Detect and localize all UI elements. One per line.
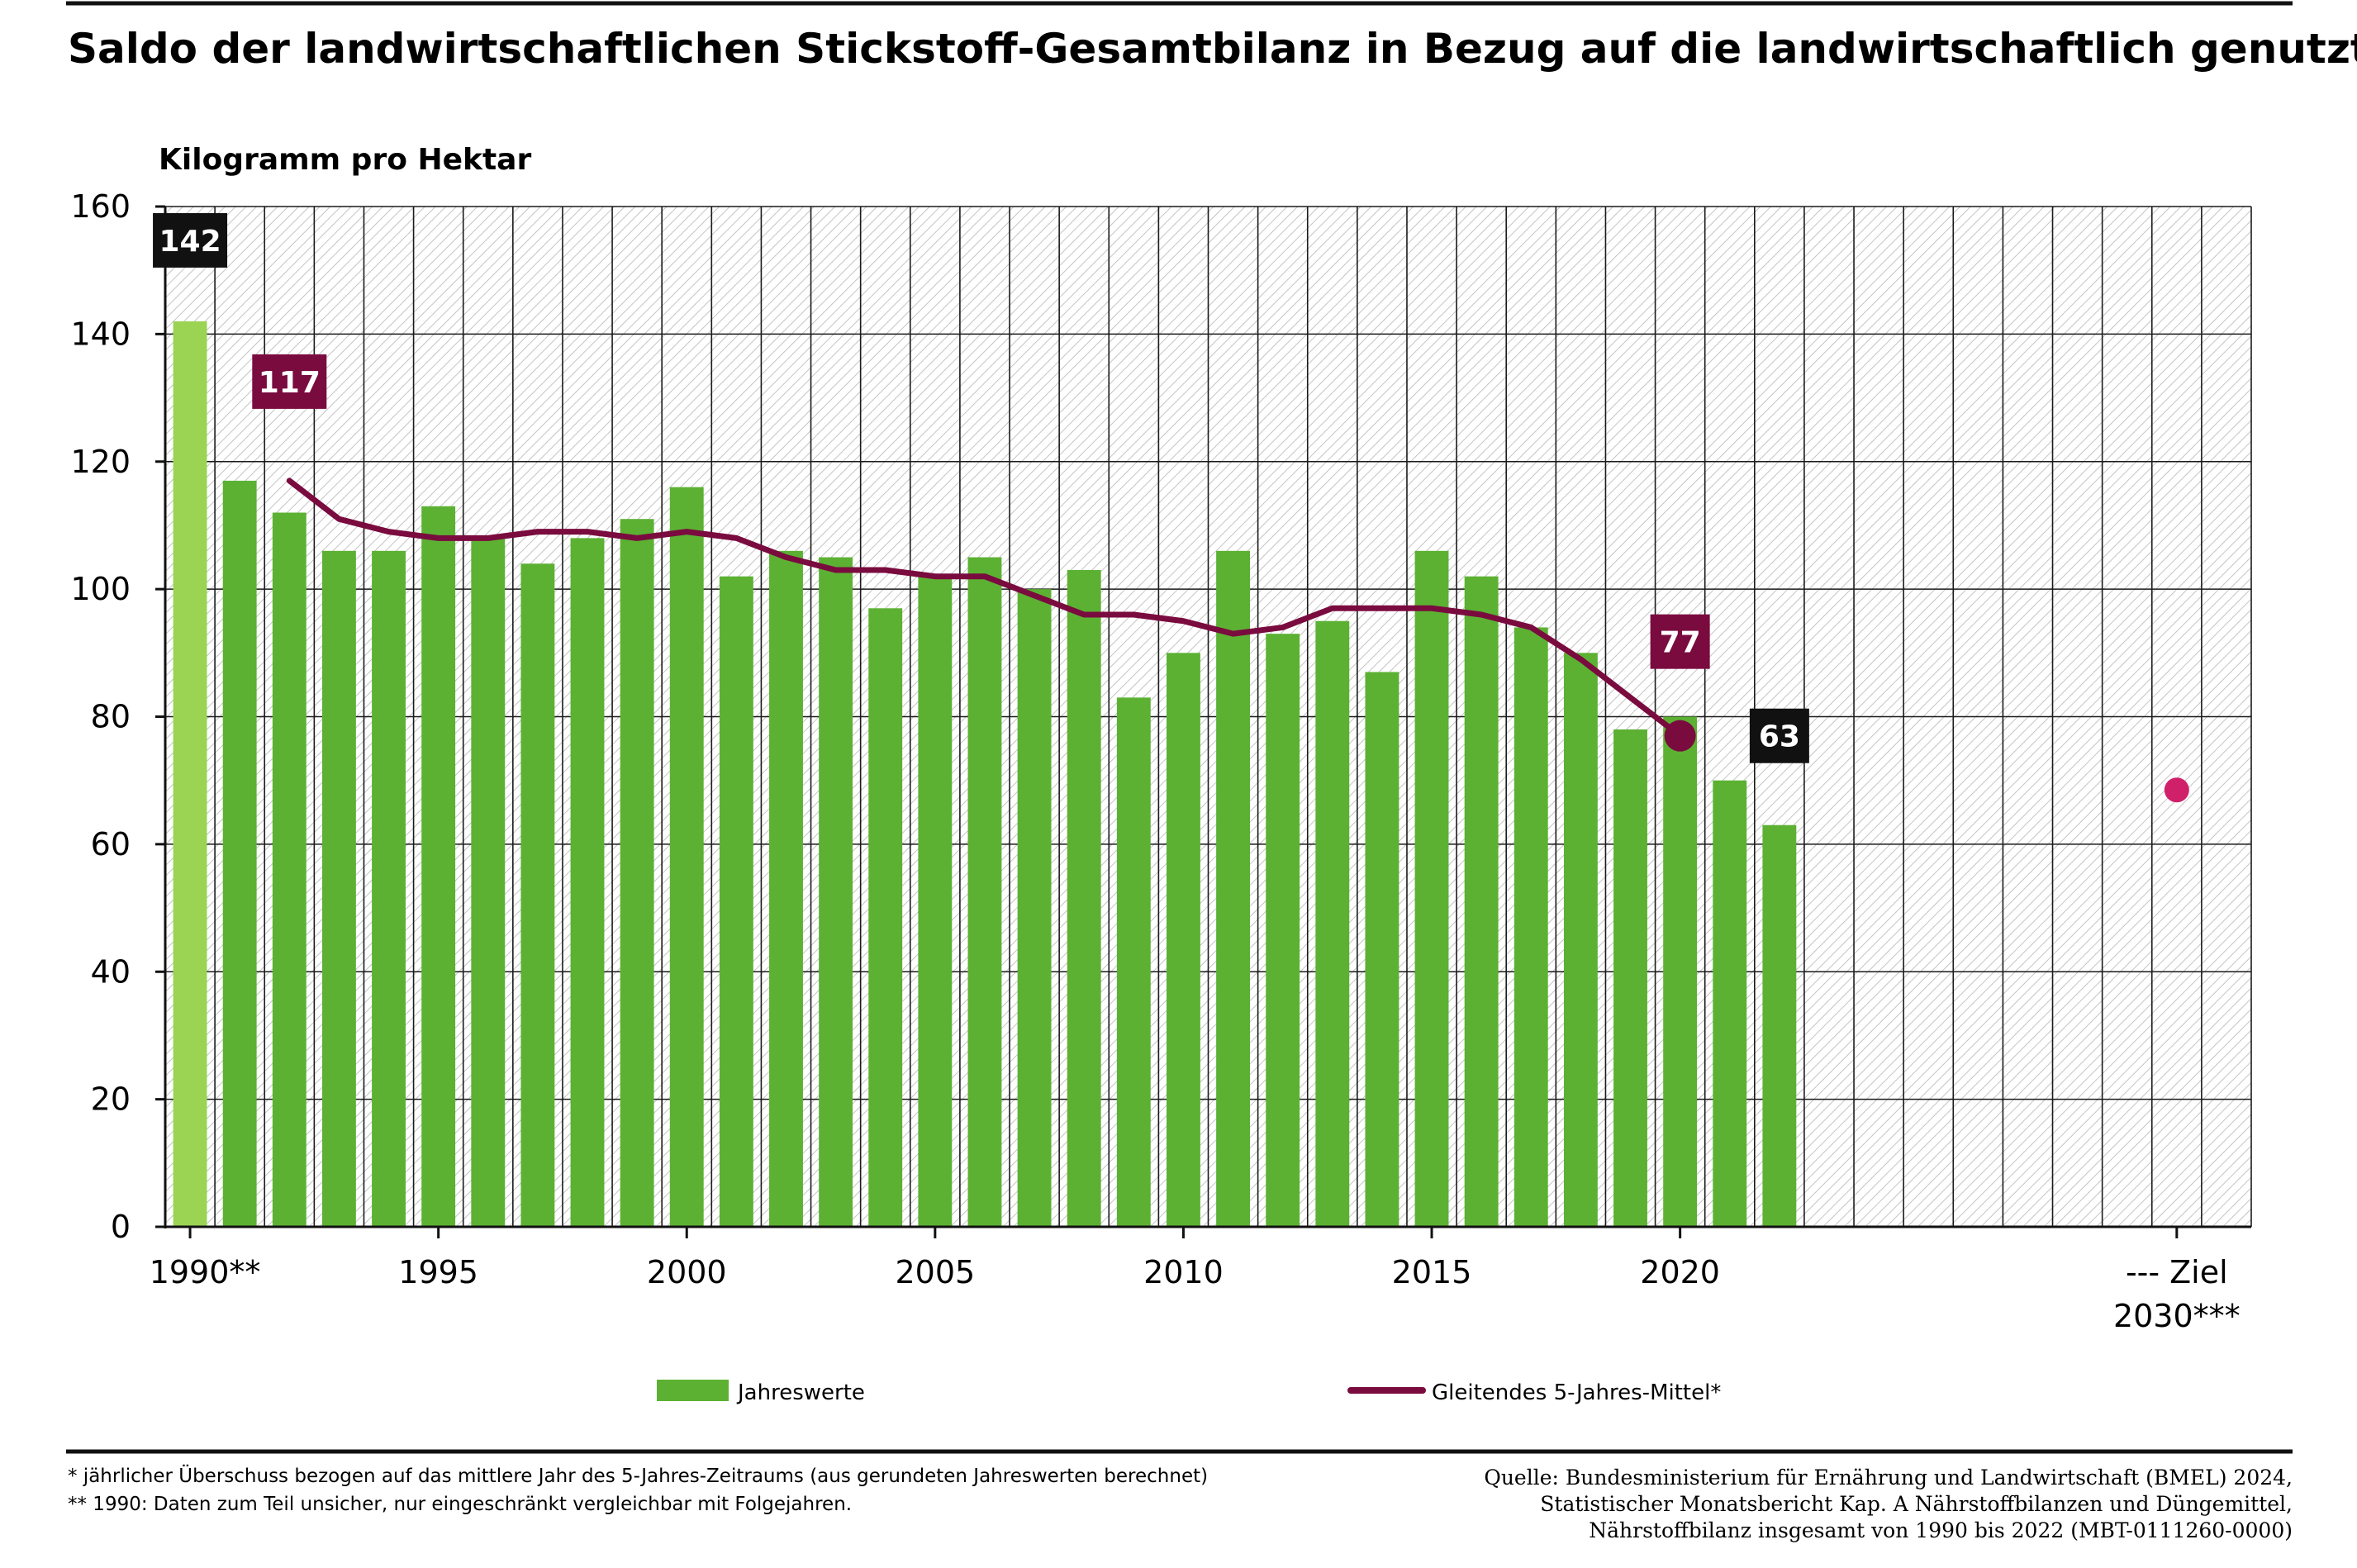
value-label-2022: 63 <box>1759 720 1800 754</box>
moving-average-end-point <box>1664 720 1696 752</box>
bar-2014 <box>1365 672 1399 1227</box>
bar-2012 <box>1266 634 1300 1227</box>
legend-label-moving-average: Gleitendes 5-Jahres-Mittel* <box>1432 1380 1721 1405</box>
bar-2010 <box>1167 653 1200 1227</box>
bar-2022 <box>1762 824 1797 1227</box>
source-line-2: Statistischer Monatsbericht Kap. A Nährs… <box>1540 1492 2293 1516</box>
bar-2017 <box>1514 627 1548 1227</box>
y-tick-label: 160 <box>70 188 131 225</box>
moving-average-line <box>286 478 2189 803</box>
x-tick-label-target-2: 2030*** <box>2113 1298 2241 1334</box>
bar-1993 <box>321 550 356 1227</box>
x-tick-label: 1995 <box>398 1254 478 1290</box>
bar-1991 <box>222 480 257 1227</box>
value-label-1990: 142 <box>159 225 221 259</box>
bar-2002 <box>769 550 803 1227</box>
bar-2018 <box>1563 653 1598 1227</box>
bar-1994 <box>372 550 406 1227</box>
y-tick-label: 80 <box>91 699 131 735</box>
value-label-box-2022 <box>1749 708 1809 763</box>
tick-labels: 0 20 40 60 80 100 120 140 160 1990** 1995 2000 2005 2… <box>70 188 2240 1334</box>
bar-2011 <box>1216 550 1250 1227</box>
target-2030-point <box>2164 777 2189 803</box>
legend-label-jahreswerte: Jahreswerte <box>736 1380 865 1405</box>
bar-2006 <box>967 557 1002 1227</box>
x-tick-label: 2000 <box>647 1254 727 1290</box>
x-tick-label: 2015 <box>1392 1254 1472 1290</box>
x-tick-label: 2020 <box>1640 1254 1720 1290</box>
x-tick-label: 1990** <box>150 1254 261 1290</box>
bar-2009 <box>1116 697 1151 1227</box>
y-tick-label: 140 <box>70 316 131 352</box>
bar-1996 <box>471 538 506 1227</box>
legend: Jahreswerte Gleitendes 5-Jahres-Mittel* <box>657 1380 1721 1405</box>
bar-2005 <box>918 576 953 1227</box>
y-tick-label: 100 <box>70 571 131 607</box>
x-tick-label: 2010 <box>1143 1254 1224 1290</box>
value-label-box-1992 <box>252 354 327 409</box>
x-tick-label-target-1: --- Ziel <box>2126 1254 2228 1290</box>
bar-2021 <box>1713 780 1747 1227</box>
value-label-1992: 117 <box>259 366 321 400</box>
bar-2019 <box>1613 729 1647 1227</box>
legend-bar-swatch <box>657 1380 729 1401</box>
bars <box>173 321 1797 1227</box>
source-line-1: Quelle: Bundesministerium für Ernährung … <box>1484 1466 2293 1490</box>
chart-title: Saldo der landwirtschaftlichen Stickstof… <box>68 25 2357 73</box>
moving-average-polyline <box>286 478 1684 739</box>
y-tick-label: 120 <box>70 444 131 480</box>
bar-2000 <box>669 487 704 1227</box>
value-label-box-1990 <box>153 212 228 268</box>
bar-2004 <box>868 608 903 1227</box>
value-label-2020: 77 <box>1660 626 1701 660</box>
footnote-2: ** 1990: Daten zum Teil unsicher, nur ei… <box>68 1494 852 1515</box>
bar-2003 <box>819 557 853 1227</box>
x-tick-label: 2005 <box>895 1254 975 1290</box>
bar-2016 <box>1464 576 1499 1227</box>
y-tick-label: 60 <box>91 826 131 862</box>
bar-1997 <box>520 563 555 1227</box>
axes <box>155 205 2251 1238</box>
bar-1998 <box>570 538 605 1227</box>
value-label-box-2020 <box>1650 614 1710 669</box>
value-labels: 142 117 77 63 <box>153 212 1809 763</box>
footnote-1: * jährlicher Überschuss bezogen auf das … <box>68 1464 1208 1487</box>
bar-1992 <box>272 512 307 1227</box>
y-tick-label: 20 <box>91 1081 131 1118</box>
bar-1995 <box>421 506 456 1227</box>
bar-2020 <box>1663 716 1698 1227</box>
y-tick-label: 40 <box>91 953 131 990</box>
bar-2007 <box>1017 589 1052 1227</box>
bar-1990 <box>173 321 207 1227</box>
bar-1999 <box>620 519 654 1227</box>
source-line-3: Nährstoffbilanz insgesamt von 1990 bis 2… <box>1589 1518 2293 1542</box>
bar-2015 <box>1414 550 1449 1227</box>
bar-2008 <box>1067 569 1101 1227</box>
bar-2013 <box>1315 620 1350 1227</box>
bar-2001 <box>719 576 753 1227</box>
grid <box>164 206 2252 1228</box>
y-axis-label: Kilogramm pro Hektar <box>159 143 531 177</box>
y-tick-label: 0 <box>111 1209 131 1245</box>
